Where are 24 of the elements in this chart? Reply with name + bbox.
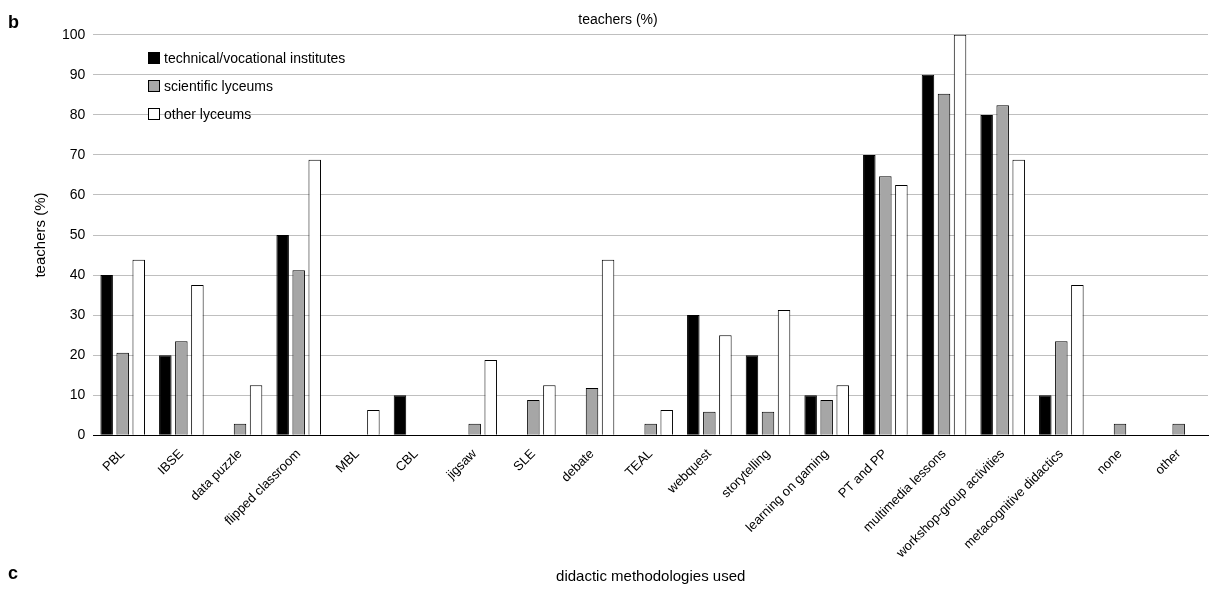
chart-title: teachers (%) xyxy=(578,11,658,28)
x-tick-label: PBL xyxy=(99,445,128,474)
legend-label: scientific lyceums xyxy=(164,77,273,96)
text: b xyxy=(8,12,19,33)
x-tick-label: SLE xyxy=(510,445,539,474)
y-tick-label: 100 xyxy=(62,25,86,42)
x-tick-label: PT and PP xyxy=(835,445,890,501)
x-tick-label: MBL xyxy=(332,445,362,476)
y-tick-label: 90 xyxy=(69,65,86,82)
y-tick-label: 20 xyxy=(69,346,86,363)
x-tick-label: CBL xyxy=(392,445,421,475)
y-axis-title: teachers (%) xyxy=(31,192,49,278)
legend-label: other lyceums xyxy=(164,105,252,124)
y-tick-label: 40 xyxy=(69,265,86,282)
y-tick-label: 70 xyxy=(69,145,86,162)
y-tick-label: 60 xyxy=(69,185,86,202)
legend-label: technical/vocational institutes xyxy=(164,49,346,68)
y-tick-label: 0 xyxy=(77,426,86,443)
text: c xyxy=(8,563,19,584)
y-tick-label: 50 xyxy=(69,225,86,242)
y-tick-label: 10 xyxy=(69,386,86,403)
y-tick-label: 30 xyxy=(69,305,86,322)
x-axis-title: didactic methodologies used xyxy=(556,567,746,585)
y-tick-label: 80 xyxy=(69,105,86,122)
